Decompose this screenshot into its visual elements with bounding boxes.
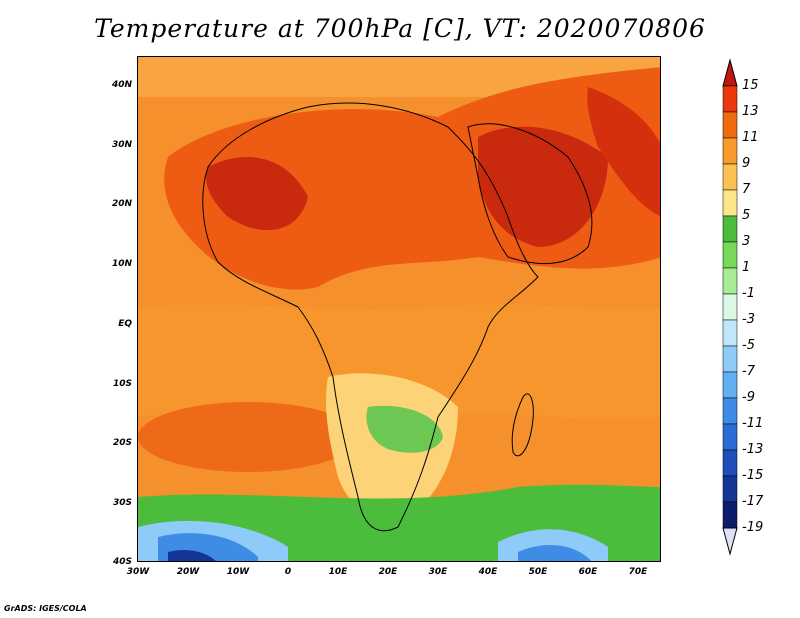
colorbar-swatch bbox=[722, 501, 738, 529]
colorbar-arrow-bottom bbox=[722, 527, 738, 556]
lat-label: 10N bbox=[111, 259, 132, 269]
colorbar-swatch bbox=[722, 449, 738, 477]
lat-label: 10S bbox=[112, 379, 132, 389]
arabia-coastline bbox=[467, 123, 593, 265]
lon-label: 50E bbox=[528, 567, 548, 577]
colorbar-swatch bbox=[722, 111, 738, 139]
lon-label: 30W bbox=[126, 567, 150, 577]
lon-label: 30E bbox=[428, 567, 448, 577]
lon-label: 60E bbox=[578, 567, 598, 577]
field-atlantic-warm bbox=[138, 402, 358, 472]
colorbar-label: 15 bbox=[742, 78, 759, 93]
colorbar-label: -11 bbox=[742, 416, 764, 431]
colorbar-label: 9 bbox=[742, 156, 751, 171]
colorbar-label: 3 bbox=[742, 234, 751, 249]
colorbar-label: -13 bbox=[742, 442, 764, 457]
africa-coastline bbox=[202, 102, 539, 532]
lat-label: 20N bbox=[111, 199, 132, 209]
colorbar bbox=[722, 58, 738, 556]
colorbar-label: 13 bbox=[742, 104, 759, 119]
colorbar-label: -19 bbox=[742, 520, 764, 535]
field-cold-west-deep bbox=[168, 550, 216, 561]
colorbar-swatch bbox=[722, 345, 738, 373]
lat-label: 30N bbox=[111, 140, 132, 150]
map-panel bbox=[137, 56, 661, 562]
colorbar-label: 7 bbox=[742, 182, 751, 197]
colorbar-label: -17 bbox=[742, 494, 764, 509]
colorbar-swatch bbox=[722, 293, 738, 321]
lon-label: 20W bbox=[176, 567, 200, 577]
lat-label: 30S bbox=[112, 498, 132, 508]
colorbar-label: -3 bbox=[742, 312, 755, 327]
lon-label: 10E bbox=[328, 567, 348, 577]
lat-label: 40N bbox=[111, 80, 132, 90]
map-title: Temperature at 700hPa [C], VT: 202007080… bbox=[94, 14, 706, 43]
colorbar-swatch bbox=[722, 163, 738, 191]
colorbar-label: -9 bbox=[742, 390, 755, 405]
colorbar-label: 1 bbox=[742, 260, 751, 275]
lat-label: 20S bbox=[112, 438, 132, 448]
field-sahara-core bbox=[206, 157, 308, 231]
footer-credit: GrADS: IGES/COLA bbox=[4, 604, 87, 613]
field-iran-core bbox=[587, 87, 660, 216]
colorbar-swatch bbox=[722, 267, 738, 295]
field-arabia-core bbox=[478, 126, 608, 247]
colorbar-swatch bbox=[722, 189, 738, 217]
colorbar-label: 5 bbox=[742, 208, 751, 223]
colorbar-swatch bbox=[722, 423, 738, 451]
lon-label: 20E bbox=[378, 567, 398, 577]
lon-label: 70E bbox=[628, 567, 648, 577]
colorbar-swatch bbox=[722, 397, 738, 425]
colorbar-label: -15 bbox=[742, 468, 764, 483]
colorbar-swatch bbox=[722, 319, 738, 347]
colorbar-swatch bbox=[722, 371, 738, 399]
colorbar-swatch bbox=[722, 241, 738, 269]
colorbar-swatch bbox=[722, 85, 738, 113]
colorbar-swatch bbox=[722, 137, 738, 165]
colorbar-label: -5 bbox=[742, 338, 755, 353]
field-cold-east-core bbox=[518, 545, 592, 561]
colorbar-label: -1 bbox=[742, 286, 755, 301]
colorbar-label: -7 bbox=[742, 364, 755, 379]
lon-label: 10W bbox=[226, 567, 250, 577]
lon-label: 40E bbox=[478, 567, 498, 577]
lon-label: 0 bbox=[284, 567, 292, 577]
field-kalahari-green bbox=[366, 405, 443, 453]
colorbar-swatch bbox=[722, 475, 738, 503]
lat-label: 40S bbox=[112, 557, 132, 567]
colorbar-swatch bbox=[722, 215, 738, 243]
temperature-map bbox=[138, 57, 660, 561]
colorbar-label: 11 bbox=[742, 130, 759, 145]
lat-label: EQ bbox=[118, 319, 132, 329]
madagascar-coastline bbox=[511, 393, 534, 457]
field-equatorial bbox=[138, 304, 660, 420]
colorbar-arrow-top bbox=[722, 58, 738, 87]
